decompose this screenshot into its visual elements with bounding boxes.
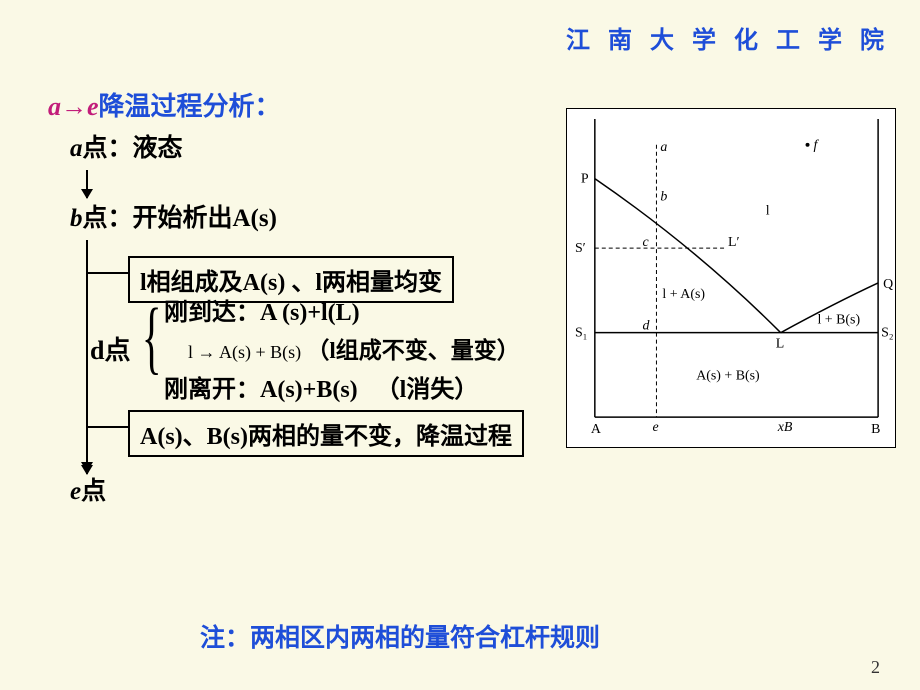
d-leave-expr: A(s)+B(s) <box>260 377 358 403</box>
lbl-c: c <box>643 235 650 250</box>
box-phase-change-2: A(s)、B(s)两相的量不变，降温过程 <box>128 410 524 457</box>
lbl-xB: xB <box>777 420 793 435</box>
lbl-d: d <box>643 319 650 334</box>
d-arrive-label: 刚到达： <box>164 300 260 326</box>
point-d-label: d <box>90 336 104 365</box>
d-transform-expr: l → A(s) + B(s) <box>188 342 301 362</box>
lbl-L: L <box>776 337 785 352</box>
point-a-label: a <box>70 135 83 162</box>
point-a-desc: 点：液态 <box>83 135 183 162</box>
d-leave-label: 刚离开： <box>164 377 260 403</box>
lbl-e: e <box>652 420 658 435</box>
lbl-A: A <box>591 422 601 437</box>
lbl-Lp: L′ <box>728 235 740 250</box>
d-leave-note: （l消失） <box>376 377 479 403</box>
point-e-suffix: 点 <box>81 478 106 505</box>
d-transform-note: （l组成不变、量变） <box>306 338 519 363</box>
lbl-Q: Q <box>883 277 893 292</box>
title-range: a→e <box>48 92 99 121</box>
point-a: a点：液态 <box>70 128 590 164</box>
point-b-desc: 点：开始析出A(s) <box>83 205 277 232</box>
lbl-Sp: S′ <box>575 241 586 256</box>
footnote: 注：两相区内两相的量符合杠杆规则 <box>200 618 600 654</box>
point-e: e点 <box>70 471 590 507</box>
point-b: b点：开始析出A(s) <box>70 198 590 234</box>
lbl-S1: S₁ <box>575 326 588 341</box>
d-leave: 刚离开：A(s)+B(s) （l消失） <box>164 369 590 404</box>
brace-icon: { <box>142 292 162 382</box>
title-text: 降温过程分析： <box>99 92 281 121</box>
point-b-label: b <box>70 205 83 232</box>
lbl-b: b <box>660 189 667 204</box>
point-d-suffix: 点 <box>104 336 130 365</box>
phase-diagram: P Q S₁ S₂ S′ L′ L a b c d e f l l + A(s)… <box>566 108 896 448</box>
lbl-B: B <box>871 422 880 437</box>
lbl-lA: l + A(s) <box>662 287 705 302</box>
arrow-down-icon <box>86 170 88 198</box>
lbl-S2: S₂ <box>881 326 894 341</box>
lbl-AB: A(s) + B(s) <box>696 368 760 383</box>
phase-diagram-svg: P Q S₁ S₂ S′ L′ L a b c d e f l l + A(s)… <box>567 109 895 447</box>
section-title: a→e降温过程分析： <box>48 86 281 123</box>
lbl-l: l <box>766 203 770 218</box>
point-d: d点 <box>90 330 130 367</box>
point-e-label: e <box>70 478 81 505</box>
institution-header: 江 南 大 学 化 工 学 院 <box>566 20 890 55</box>
d-arrive: 刚到达：A (s)+l(L) <box>164 292 590 327</box>
d-transform: l → A(s) + B(s) （l组成不变、量变） <box>188 331 590 365</box>
lbl-P: P <box>581 172 589 187</box>
process-flow: a点：液态 b点：开始析出A(s) l相组成及A(s) 、l两相量均变 d点 {… <box>70 128 590 513</box>
d-arrive-expr: A (s)+l(L) <box>260 300 360 326</box>
arrow-down-icon <box>86 419 88 471</box>
lbl-lB: l + B(s) <box>817 313 860 328</box>
page-number: 2 <box>871 657 880 678</box>
lbl-a: a <box>660 140 667 155</box>
